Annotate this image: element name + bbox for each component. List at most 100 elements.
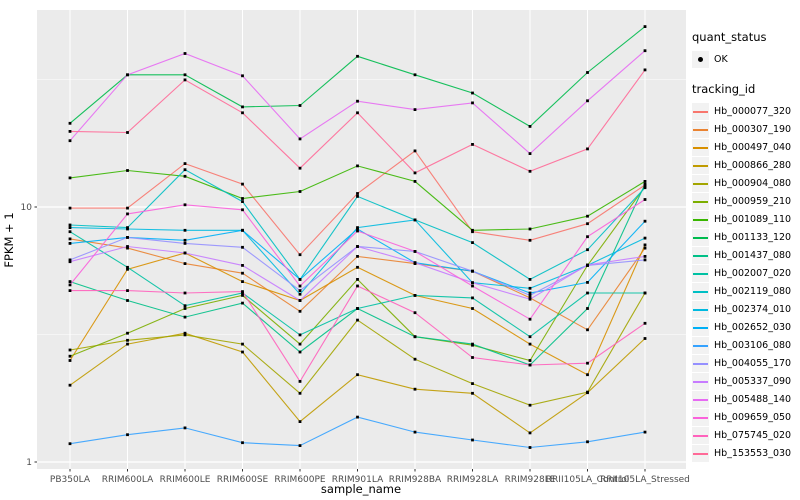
legend-key <box>692 283 709 300</box>
series-color-line-icon <box>693 165 708 167</box>
data-point-marker <box>471 101 474 105</box>
data-point-marker <box>298 342 302 346</box>
data-point-marker <box>356 195 359 198</box>
data-point-marker <box>241 200 244 203</box>
data-point-marker <box>586 263 589 267</box>
legend-key <box>692 211 709 228</box>
data-point-marker <box>68 348 72 352</box>
legend-item-Hb_005337_090: Hb_005337_090 <box>692 373 798 390</box>
data-point-marker <box>126 265 129 269</box>
data-point-marker <box>68 176 72 180</box>
data-point-marker <box>413 311 417 315</box>
legend-item-label: Hb_002007_020 <box>714 268 792 279</box>
x-tick-label: RRII105LA_Stressed <box>600 475 690 485</box>
legend-item-Hb_002374_010: Hb_002374_010 <box>692 301 798 318</box>
data-point-marker <box>413 430 417 434</box>
plot-panel <box>37 10 686 469</box>
data-point-marker <box>126 169 129 172</box>
data-point-marker <box>413 171 417 175</box>
data-point-marker <box>643 246 647 250</box>
data-point-marker <box>356 284 359 288</box>
data-point-marker <box>413 357 417 361</box>
quant-status-label: OK <box>714 54 728 65</box>
data-point-marker <box>471 228 474 232</box>
data-point-marker <box>643 180 647 183</box>
legend-key <box>692 193 709 210</box>
data-point-marker <box>68 359 72 362</box>
data-point-marker <box>356 265 359 269</box>
data-point-marker <box>356 245 359 248</box>
data-point-marker <box>356 54 359 58</box>
data-point-marker <box>356 229 359 233</box>
data-point-marker <box>126 212 129 216</box>
legend-key <box>692 121 709 138</box>
data-point-marker <box>241 228 244 232</box>
data-point-marker <box>586 214 589 218</box>
legend-item-Hb_001089_110: Hb_001089_110 <box>692 211 798 228</box>
data-point-marker <box>183 174 187 178</box>
x-tick-label: RRIM901LA <box>332 475 384 485</box>
data-point-marker <box>471 307 474 310</box>
legend-key <box>692 445 709 462</box>
data-point-marker <box>183 307 187 310</box>
data-point-marker <box>586 361 589 365</box>
data-point-marker <box>298 444 302 447</box>
data-point-marker <box>356 415 359 419</box>
legend-item-label: Hb_075745_020 <box>714 430 792 441</box>
data-point-marker <box>183 162 187 165</box>
data-point-marker <box>471 284 474 288</box>
legend-key <box>692 175 709 192</box>
legend-item-Hb_002007_020: Hb_002007_020 <box>692 265 798 282</box>
x-tick-label: PB350LA <box>50 475 91 485</box>
data-point-marker <box>241 105 244 109</box>
data-point-marker <box>643 321 647 325</box>
data-point-marker <box>413 149 417 153</box>
data-point-marker <box>68 354 72 358</box>
quant-status-key <box>692 51 709 68</box>
x-tick-label: RRIM600LA <box>102 475 154 485</box>
data-point-marker <box>413 250 417 253</box>
data-point-marker <box>528 317 532 321</box>
data-point-marker <box>413 294 417 297</box>
data-point-marker <box>126 299 129 302</box>
series-color-line-icon <box>693 435 708 437</box>
data-point-marker <box>528 238 532 242</box>
data-point-marker <box>356 164 359 168</box>
data-point-marker <box>528 446 532 449</box>
data-point-marker <box>413 387 417 391</box>
data-point-marker <box>126 267 129 271</box>
data-point-marker <box>528 227 532 231</box>
data-point-marker <box>586 248 589 252</box>
legend-item-Hb_003106_080: Hb_003106_080 <box>692 337 798 354</box>
legend-item-Hb_002652_030: Hb_002652_030 <box>692 319 798 336</box>
y-tick-label: 10 <box>21 203 33 213</box>
legend-item-Hb_000497_040: Hb_000497_040 <box>692 139 798 156</box>
series-color-line-icon <box>693 363 708 365</box>
legend-key <box>692 103 709 120</box>
data-point-marker <box>68 230 72 234</box>
data-point-marker <box>126 236 129 239</box>
legend-key <box>692 409 709 426</box>
data-point-marker <box>126 227 129 231</box>
data-point-marker <box>471 281 474 285</box>
x-tick-label: RRIM928BA <box>389 475 442 485</box>
series-color-line-icon <box>693 129 708 131</box>
data-point-marker <box>471 91 474 95</box>
data-point-marker <box>241 271 244 275</box>
data-point-marker <box>241 342 244 346</box>
series-color-line-icon <box>693 183 708 185</box>
data-point-marker <box>183 331 187 335</box>
data-point-marker <box>413 335 417 339</box>
legend-item-label: Hb_002119_080 <box>714 286 792 297</box>
data-point-marker <box>528 363 532 367</box>
data-point-marker <box>586 147 589 151</box>
legend-key <box>692 139 709 156</box>
x-axis-title: sample_name <box>321 482 401 496</box>
data-point-marker <box>528 335 532 339</box>
legend-item-label: Hb_000959_210 <box>714 196 792 207</box>
data-point-marker <box>356 227 359 231</box>
data-point-marker <box>298 284 302 288</box>
data-point-marker <box>183 304 187 308</box>
legend-item-label: Hb_002374_010 <box>714 304 792 315</box>
data-point-marker <box>413 218 417 222</box>
